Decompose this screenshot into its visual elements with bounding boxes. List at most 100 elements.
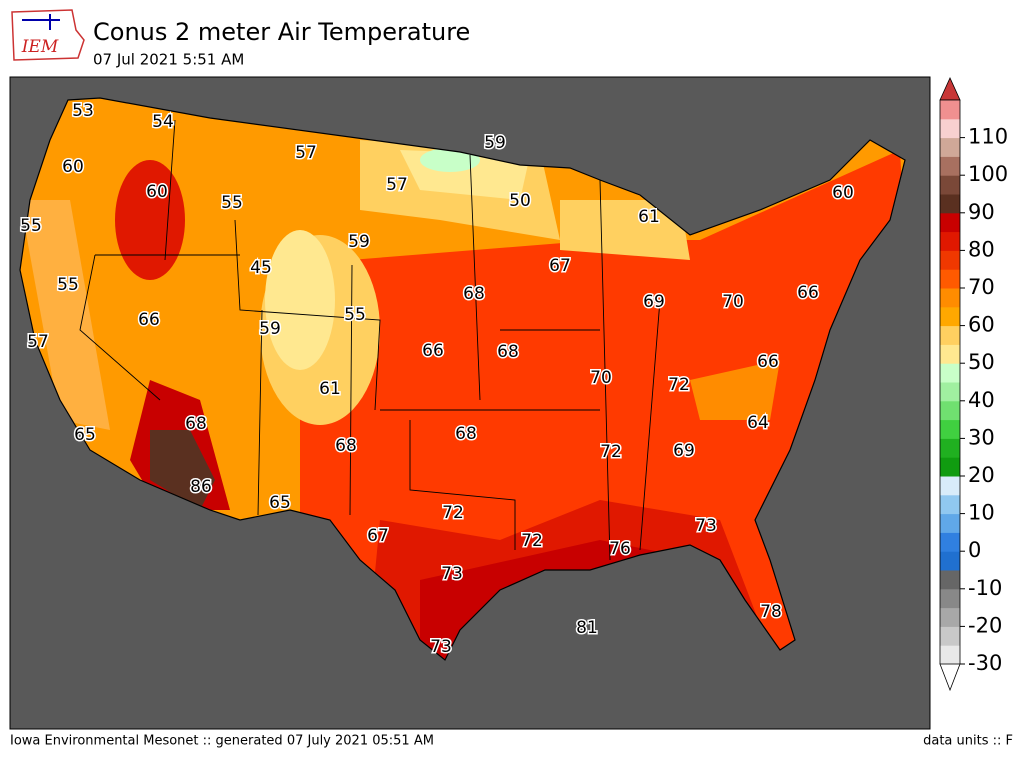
temperature-label: 66 [138, 310, 160, 330]
temperature-label: 76 [609, 539, 631, 559]
temperature-label: 53 [72, 101, 94, 121]
colorbar-tick-label: 110 [968, 125, 1008, 149]
colorbar-band [940, 645, 960, 665]
colorbar-frame [939, 99, 961, 665]
colorbar-extend-top [939, 77, 961, 101]
colorbar-tick-label: 10 [968, 501, 995, 525]
temperature-label: 64 [747, 413, 769, 433]
temperature-label: 55 [20, 216, 42, 236]
logo-text: IEM [21, 37, 59, 57]
footer-left: Iowa Environmental Mesonet :: generated … [10, 734, 434, 749]
colorbar-band [940, 344, 960, 364]
temperature-label: 50 [509, 191, 531, 211]
colorbar-tick-label: 70 [968, 275, 995, 299]
colorbar-tick-label: 20 [968, 463, 995, 487]
logo: IEM [11, 9, 85, 61]
colorbar-tick-label: 30 [968, 425, 995, 449]
colorbar-band [940, 100, 960, 120]
temperature-label: 66 [797, 283, 819, 303]
colorbar-band [940, 626, 960, 646]
temperature-label: 81 [576, 618, 598, 638]
colorbar-band [940, 532, 960, 552]
footer-right: data units :: F [923, 734, 1013, 749]
colorbar-band [940, 118, 960, 139]
temperature-label: 68 [185, 414, 207, 434]
temperature-label: 60 [832, 183, 854, 203]
temperature-label: 45 [250, 258, 272, 278]
coastline [19, 97, 906, 661]
colorbar-band [940, 494, 960, 515]
temperature-label: 68 [463, 284, 485, 304]
colorbar-tick-label: -20 [968, 613, 1002, 637]
temperature-label: 73 [441, 564, 463, 584]
temperature-label: 70 [722, 292, 744, 312]
temperature-label: 70 [590, 368, 612, 388]
colorbar-band [940, 269, 960, 289]
temperature-label: 55 [344, 305, 366, 325]
temperature-label: 57 [386, 175, 408, 195]
temperature-label: 73 [695, 516, 717, 536]
colorbar-band [940, 137, 960, 157]
colorbar-band [940, 438, 960, 458]
colorbar-band [940, 156, 960, 176]
colorbar-band [940, 231, 960, 251]
temperature-label: 72 [521, 531, 543, 551]
temperature-label: 57 [27, 332, 49, 352]
temperature-label: 61 [638, 207, 660, 227]
temperature-label: 86 [190, 477, 212, 497]
temperature-label: 78 [760, 602, 782, 622]
colorbar-band [940, 457, 960, 477]
colorbar-tick-label: 80 [968, 237, 995, 261]
temperature-label: 69 [673, 441, 695, 461]
colorbar-extend-bottom [939, 663, 961, 692]
temperature-label: 59 [484, 133, 506, 153]
temperature-label: 65 [269, 493, 291, 513]
colorbar-band [940, 382, 960, 402]
temperature-label: 67 [549, 256, 571, 276]
temperature-label: 54 [152, 112, 174, 132]
colorbar-band [940, 551, 960, 571]
temperature-label: 68 [497, 342, 519, 362]
colorbar-tick-label: 0 [968, 538, 981, 562]
colorbar: -30 -20 -10 0 10 20 30 40 50 60 70 80 90 100 110 [939, 77, 1008, 692]
colorbar-tick-label: 90 [968, 200, 995, 224]
temperature-label: 67 [367, 526, 389, 546]
temperature-label: 66 [757, 352, 779, 372]
subtitle: 07 Jul 2021 5:51 AM [93, 51, 244, 69]
colorbar-band [940, 588, 960, 609]
temperature-label: 66 [422, 341, 444, 361]
temperature-label: 65 [74, 425, 96, 445]
temperature-label: 60 [146, 182, 168, 202]
temperature-label: 72 [600, 442, 622, 462]
colorbar-band [940, 513, 960, 533]
colorbar-band [940, 306, 960, 327]
colorbar-band [940, 288, 960, 308]
colorbar-band [940, 212, 960, 233]
temperature-label: 55 [221, 193, 243, 213]
map-labels: 53 54 60 57 59 60 55 57 50 60 61 55 59 45 67 55 68 69 70 66… [19, 100, 856, 659]
temperature-label: 57 [295, 143, 317, 163]
state-borders [79, 119, 661, 561]
colorbar-tick-label: -30 [968, 651, 1002, 675]
temperature-label: 72 [442, 503, 464, 523]
colorbar-band [940, 400, 960, 421]
temperature-label: 59 [259, 319, 281, 339]
temperature-label: 60 [62, 157, 84, 177]
temperature-label: 72 [668, 375, 690, 395]
colorbar-tick-label: 40 [968, 388, 995, 412]
colorbar-tick-label: 100 [968, 162, 1008, 186]
temperature-label: 69 [643, 292, 665, 312]
colorbar-band [940, 419, 960, 439]
colorbar-band [940, 363, 960, 383]
colorbar-band [940, 175, 960, 195]
colorbar-band [940, 607, 960, 627]
colorbar-band [940, 250, 960, 270]
temperature-label: 61 [319, 379, 341, 399]
temperature-label: 59 [348, 232, 370, 252]
temperature-label: 73 [430, 637, 452, 657]
colorbar-tick-label: -10 [968, 576, 1002, 600]
colorbar-band [940, 476, 960, 496]
title: Conus 2 meter Air Temperature [93, 18, 470, 46]
